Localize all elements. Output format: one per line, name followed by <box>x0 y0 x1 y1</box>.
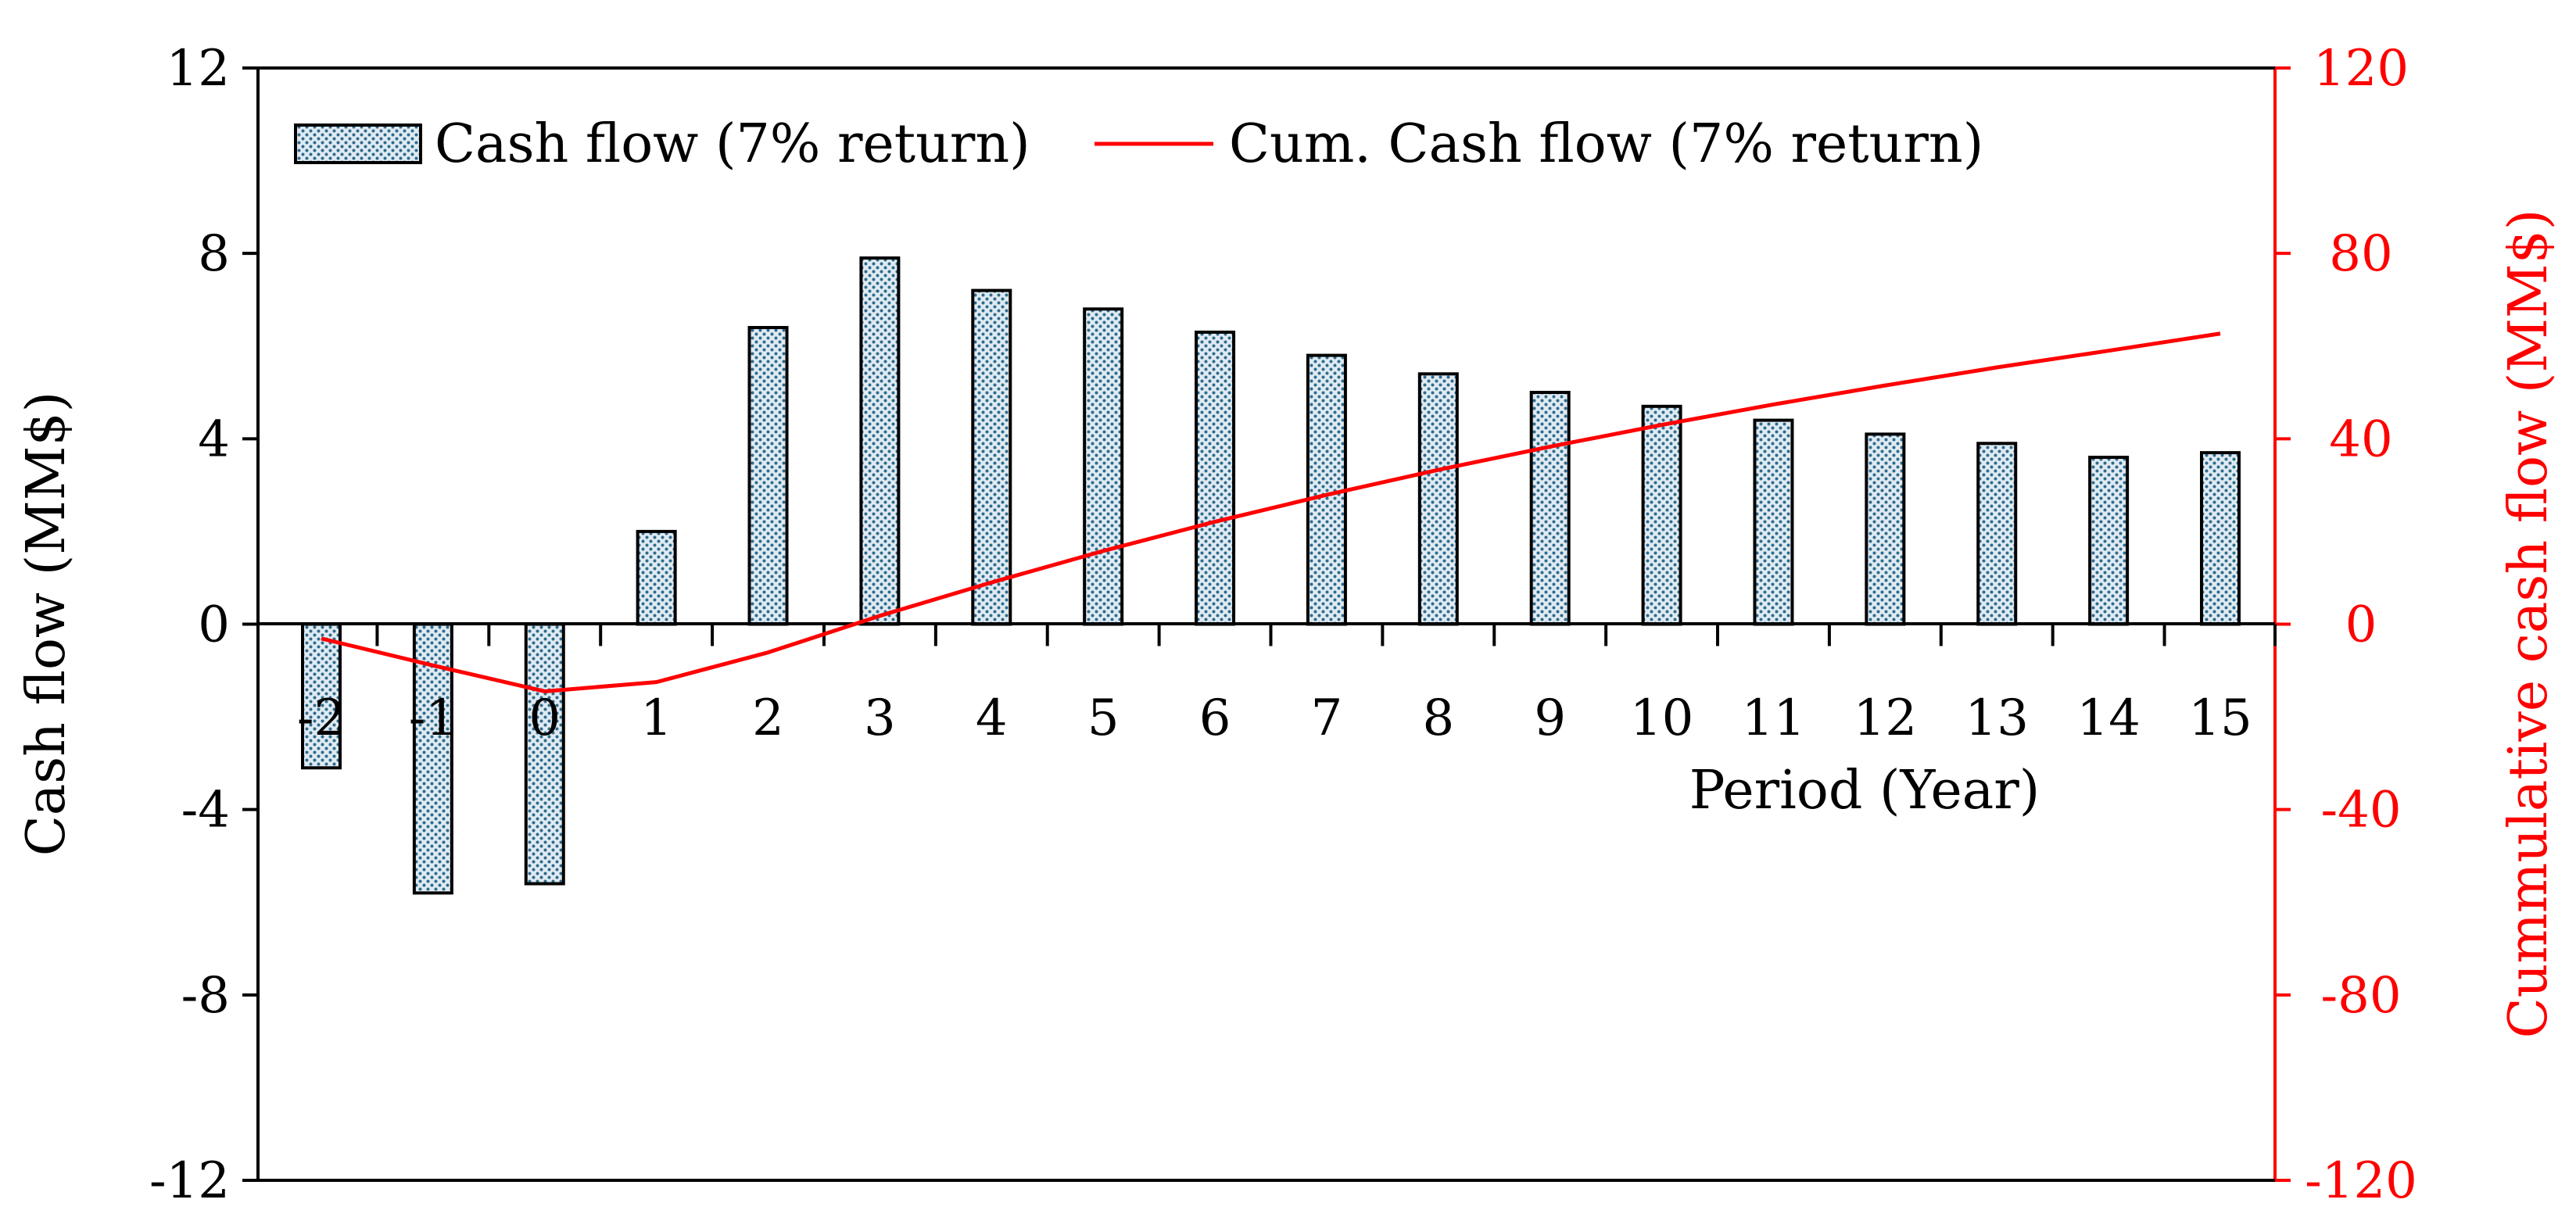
bar-period-6 <box>1195 330 1236 626</box>
right-tick-label: -40 <box>2320 782 2401 840</box>
cumulative-line <box>321 331 2221 693</box>
category-label: 7 <box>1311 689 1343 747</box>
right-axis-title: Cummulative cash flow (MM$) <box>2498 209 2560 1039</box>
right-tick-label: -120 <box>2305 1152 2417 1210</box>
bar-period-11 <box>1753 418 1794 626</box>
category-label: 6 <box>1199 689 1231 747</box>
category-label: 9 <box>1534 689 1566 747</box>
bar-period-15 <box>2200 451 2241 626</box>
category-label-group: -2 -1 0 1 2 3 4 5 6 7 8 9 10 11 12 13 14 15 <box>297 689 2252 747</box>
left-tick-label: 0 <box>198 596 230 654</box>
category-label: 8 <box>1422 689 1454 747</box>
category-label: 14 <box>2076 689 2140 747</box>
bar-period-5 <box>1083 307 1124 626</box>
bar-period-7 <box>1306 353 1347 626</box>
bar-period-12 <box>1865 432 1906 626</box>
category-label: 12 <box>1854 689 1917 747</box>
right-tick-group: -120 -80 -40 0 40 80 120 <box>2275 40 2417 1210</box>
category-label: 3 <box>864 689 896 747</box>
category-label: 11 <box>1742 689 1805 747</box>
left-axis-title: Cash flow (MM$) <box>16 392 77 857</box>
bar-period-2 <box>747 326 789 626</box>
category-label: 15 <box>2188 689 2252 747</box>
bar-period-10 <box>1641 404 1682 626</box>
bar-period-8 <box>1417 372 1459 626</box>
right-tick-label: 40 <box>2329 410 2392 468</box>
bar-period-14 <box>2088 456 2130 626</box>
bar-period-13 <box>1976 442 2018 626</box>
legend-bar-label: Cash flow (7% return) <box>435 113 1030 175</box>
right-tick-label: 80 <box>2329 225 2392 283</box>
bar-period-3 <box>859 256 901 626</box>
right-tick-label: 0 <box>2345 596 2377 654</box>
bar-period-1 <box>636 529 677 626</box>
bar-period-0 <box>524 622 565 886</box>
left-tick-label: 4 <box>198 410 230 468</box>
left-tick-label: -4 <box>181 782 230 840</box>
category-tick-group <box>256 624 2277 646</box>
legend: Cash flow (7% return) Cum. Cash flow (7%… <box>294 113 1983 175</box>
bar-period-9 <box>1529 391 1571 626</box>
left-tick-label: -12 <box>149 1152 230 1210</box>
right-tick-label: 120 <box>2313 40 2409 98</box>
category-label: 4 <box>976 689 1008 747</box>
right-tick-label: -80 <box>2320 967 2401 1025</box>
left-tick-group: -12 -8 -4 0 4 8 12 <box>149 40 258 1210</box>
left-tick-label: -8 <box>181 967 230 1025</box>
category-label: 0 <box>528 689 561 747</box>
category-label: 13 <box>1965 689 2029 747</box>
category-label: 1 <box>640 689 672 747</box>
legend-bar-swatch <box>294 124 422 164</box>
legend-line-label: Cum. Cash flow (7% return) <box>1229 113 1983 175</box>
category-label: 2 <box>752 689 784 747</box>
left-tick-label: 8 <box>198 225 230 283</box>
category-label: -2 <box>297 689 346 747</box>
bar-period-4 <box>971 288 1012 626</box>
category-label: 5 <box>1087 689 1120 747</box>
category-label: -1 <box>409 689 457 747</box>
x-axis-title: Period (Year) <box>1689 760 2040 822</box>
left-tick-label: 12 <box>167 40 230 98</box>
category-label: 10 <box>1630 689 1693 747</box>
